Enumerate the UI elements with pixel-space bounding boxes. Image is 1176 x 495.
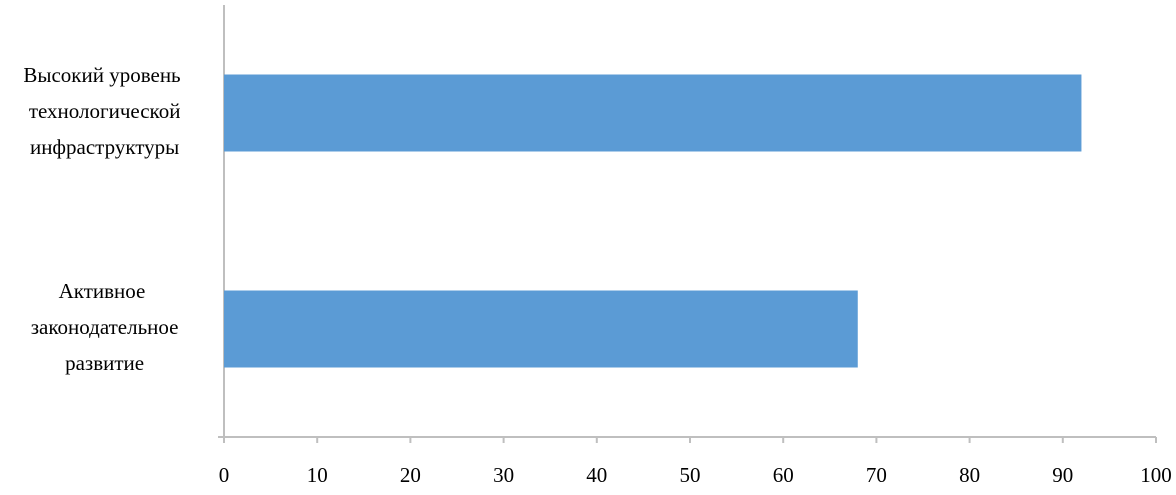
x-tick-label: 20 xyxy=(400,463,421,487)
x-tick-label: 10 xyxy=(307,463,328,487)
y-tick-label: Активное законодательное развитие xyxy=(26,279,179,375)
x-tick-label: 30 xyxy=(493,463,514,487)
x-tick-label: 70 xyxy=(866,463,887,487)
bar xyxy=(224,74,1082,152)
x-tick-label: 0 xyxy=(219,463,230,487)
x-tick-label: 50 xyxy=(680,463,701,487)
x-tick-label: 80 xyxy=(959,463,980,487)
x-tick-label: 40 xyxy=(586,463,607,487)
x-tick-label: 100 xyxy=(1140,463,1172,487)
x-tick-label: 60 xyxy=(773,463,794,487)
x-tick-label: 90 xyxy=(1052,463,1073,487)
bar xyxy=(224,290,858,368)
y-tick-label: Высокий уровень технологической инфрастр… xyxy=(23,63,180,159)
